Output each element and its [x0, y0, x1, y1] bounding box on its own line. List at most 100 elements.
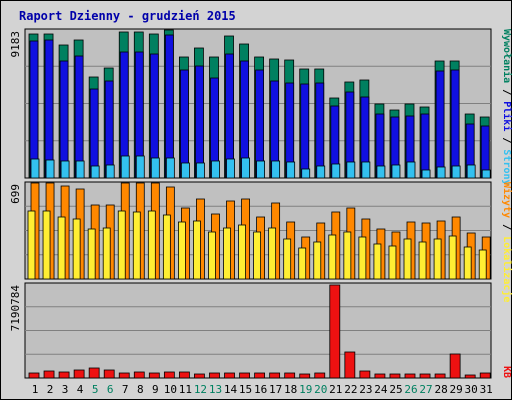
hits-legend: Wywołania / Pliki / Strony — [501, 29, 512, 186]
pliki-bar-day-20 — [315, 82, 325, 179]
strony-bar-day-9 — [150, 157, 160, 179]
x-tick-label-day-31: 31 — [480, 383, 493, 396]
lokalizacje-bar-day-25 — [388, 245, 397, 280]
pliki-bar-day-4 — [74, 55, 84, 179]
legend-lokalizacje: Lokalizacje — [501, 236, 512, 302]
lokalizacje-bar-day-16 — [253, 231, 262, 280]
strony-bar-day-8 — [135, 155, 145, 179]
x-tick-label-day-8: 8 — [137, 383, 144, 396]
kb-bar-day-6 — [103, 369, 115, 379]
legend-pliki: Pliki — [501, 101, 512, 131]
hits-ymax-label: 9183 — [9, 31, 22, 58]
pliki-bar-day-6 — [104, 80, 114, 179]
strony-bar-day-23 — [361, 161, 371, 179]
strony-bar-day-26 — [406, 161, 416, 179]
lokalizacje-bar-day-30 — [463, 246, 472, 280]
pliki-bar-day-28 — [435, 70, 445, 179]
kb-bar-day-13 — [209, 372, 220, 379]
legend-kb: KB — [501, 366, 512, 378]
x-tick-label-day-30: 30 — [465, 383, 478, 396]
lokalizacje-bar-day-28 — [433, 238, 442, 280]
x-tick-label-day-7: 7 — [122, 383, 129, 396]
x-tick-label-day-14: 14 — [224, 383, 238, 396]
kb-ymax-label: 7190784 — [9, 285, 22, 332]
lokalizacje-bar-day-4 — [72, 218, 81, 280]
lokalizacje-bar-day-2 — [42, 210, 51, 280]
strony-bar-day-6 — [105, 164, 115, 179]
kb-bar-day-21 — [329, 284, 341, 379]
x-tick-label-day-1: 1 — [32, 383, 39, 396]
kb-bar-day-20 — [314, 372, 326, 379]
kb-panel: 7190784 — [9, 282, 492, 379]
lokalizacje-bar-day-17 — [268, 227, 277, 280]
lokalizacje-bar-day-8 — [132, 211, 141, 280]
strony-bar-day-30 — [466, 164, 476, 179]
lokalizacje-bar-day-24 — [373, 243, 382, 280]
kb-bar-day-27 — [419, 373, 431, 379]
x-tick-label-day-23: 23 — [359, 383, 372, 396]
x-tick-label-day-27: 27 — [419, 383, 432, 396]
strony-bar-day-22 — [346, 161, 356, 179]
kb-bar-day-31 — [479, 372, 491, 379]
lokalizacje-bar-day-9 — [147, 210, 156, 280]
x-tick-label-day-12: 12 — [194, 383, 207, 396]
strony-bar-day-28 — [436, 166, 446, 179]
kb-bar-day-18 — [284, 372, 296, 379]
chart-title: Raport Dzienny - grudzień 2015 — [19, 9, 236, 23]
kb-bar-day-3 — [58, 371, 70, 379]
kb-legend: KB — [501, 366, 512, 378]
strony-bar-day-3 — [60, 160, 70, 179]
lokalizacje-bar-day-22 — [343, 231, 352, 280]
kb-bar-day-15 — [239, 372, 250, 379]
strony-bar-day-31 — [481, 169, 491, 179]
x-tick-label-day-15: 15 — [239, 383, 252, 396]
kb-bar-day-14 — [224, 372, 235, 379]
x-tick-label-day-5: 5 — [92, 383, 99, 396]
strony-bar-day-16 — [256, 160, 266, 179]
kb-bar-day-11 — [178, 371, 190, 379]
lokalizacje-bar-day-5 — [87, 228, 96, 280]
strony-bar-day-20 — [316, 165, 326, 179]
kb-bar-day-29 — [449, 353, 461, 379]
x-tick-label-day-10: 10 — [164, 383, 177, 396]
x-tick-label-day-3: 3 — [62, 383, 69, 396]
strony-bar-day-29 — [451, 165, 461, 179]
lokalizacje-bar-day-18 — [283, 238, 292, 280]
kb-bar-day-2 — [43, 370, 55, 379]
x-tick-label-day-26: 26 — [404, 383, 417, 396]
kb-bar-day-9 — [148, 372, 160, 379]
kb-bar-day-17 — [269, 372, 281, 379]
visits-ymax-label: 699 — [9, 184, 22, 204]
x-tick-label-day-4: 4 — [77, 383, 84, 396]
kb-bar-day-30 — [464, 374, 476, 379]
x-tick-label-day-6: 6 — [107, 383, 114, 396]
strony-bar-day-10 — [165, 157, 175, 179]
pliki-bar-day-1 — [29, 40, 39, 179]
strony-bar-day-4 — [75, 160, 85, 179]
lokalizacje-bar-day-7 — [117, 210, 126, 280]
x-tick-label-day-2: 2 — [47, 383, 54, 396]
kb-bar-day-23 — [359, 370, 371, 379]
strony-bar-day-5 — [90, 165, 100, 179]
kb-bar-day-5 — [88, 367, 100, 379]
kb-bar-day-7 — [118, 372, 130, 379]
strony-bar-day-2 — [45, 159, 55, 179]
strony-bar-day-24 — [376, 165, 386, 179]
lokalizacje-bar-day-1 — [27, 210, 36, 280]
pliki-bar-day-5 — [89, 88, 99, 179]
strony-bar-day-13 — [211, 160, 220, 179]
hits-legend-separator-2: / — [501, 131, 512, 149]
lokalizacje-bar-day-13 — [208, 231, 216, 280]
visits-panel: 699 — [9, 181, 492, 280]
strony-bar-day-1 — [30, 158, 40, 179]
x-tick-label-day-25: 25 — [389, 383, 402, 396]
x-tick-label-day-16: 16 — [254, 383, 267, 396]
pliki-bar-day-19 — [300, 83, 310, 179]
pliki-bar-day-11 — [179, 69, 189, 179]
strony-bar-day-19 — [301, 168, 311, 179]
pliki-bar-day-2 — [44, 39, 54, 179]
kb-bar-day-1 — [28, 372, 40, 379]
x-tick-label-day-24: 24 — [374, 383, 388, 396]
legend-strony: Strony — [501, 149, 512, 185]
